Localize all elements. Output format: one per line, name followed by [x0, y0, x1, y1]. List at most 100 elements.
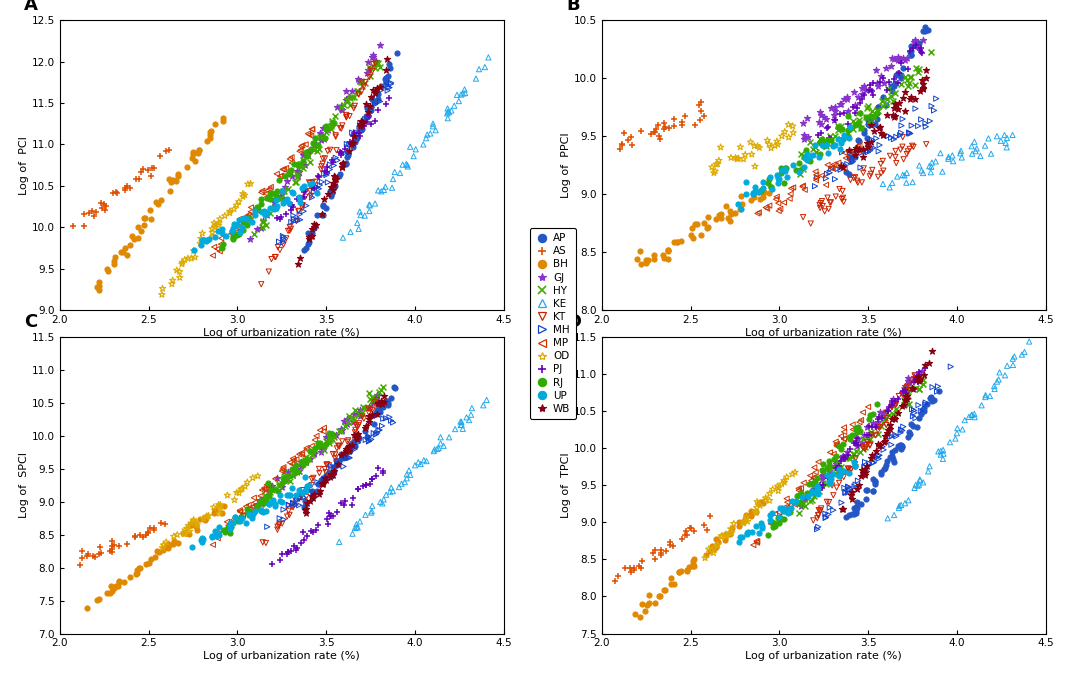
Point	[370, 185, 387, 195]
Point	[835, 133, 852, 144]
Point	[747, 507, 764, 518]
Point	[442, 105, 460, 116]
Point	[896, 394, 914, 405]
Point	[765, 518, 783, 528]
Point	[898, 385, 915, 396]
Point	[857, 442, 875, 453]
Point	[637, 255, 655, 266]
Point	[879, 406, 896, 417]
Point	[278, 233, 295, 244]
Point	[279, 193, 296, 204]
Point	[362, 394, 379, 404]
Point	[312, 474, 330, 485]
Point	[219, 522, 236, 532]
Point	[353, 117, 371, 127]
Point	[334, 105, 351, 116]
Point	[268, 202, 285, 213]
Point	[847, 502, 864, 513]
Point	[363, 392, 380, 403]
Point	[204, 539, 221, 550]
Point	[261, 203, 279, 214]
Point	[224, 518, 242, 528]
Point	[272, 212, 289, 222]
Point	[829, 466, 847, 477]
Point	[902, 429, 919, 439]
Point	[321, 466, 338, 477]
Point	[730, 520, 747, 531]
Point	[333, 123, 350, 134]
Point	[734, 531, 751, 542]
Point	[317, 153, 334, 164]
Point	[286, 462, 304, 472]
Point	[274, 482, 292, 493]
Point	[620, 135, 637, 146]
Point	[911, 367, 928, 377]
Point	[732, 204, 749, 214]
Point	[253, 279, 270, 290]
Point	[748, 506, 765, 517]
Point	[324, 470, 341, 481]
Point	[142, 171, 159, 181]
Point	[766, 140, 784, 151]
Point	[307, 177, 324, 187]
Point	[909, 372, 927, 383]
Point	[234, 188, 251, 199]
Point	[900, 495, 917, 506]
Point	[864, 78, 881, 89]
Point	[302, 526, 320, 537]
Point	[830, 461, 848, 472]
Point	[863, 450, 880, 461]
Point	[192, 233, 209, 244]
Point	[875, 444, 892, 455]
Point	[332, 168, 349, 179]
Point	[287, 460, 305, 470]
Point	[866, 477, 883, 487]
Point	[295, 192, 312, 203]
Point	[270, 237, 287, 247]
Point	[848, 508, 865, 519]
Point	[374, 498, 391, 509]
Point	[686, 119, 704, 130]
Point	[813, 170, 830, 181]
Point	[883, 413, 901, 424]
Point	[870, 123, 888, 133]
Point	[719, 213, 736, 224]
Point	[712, 532, 730, 543]
Point	[855, 163, 873, 174]
Point	[369, 390, 386, 401]
Point	[109, 581, 127, 592]
Point	[351, 130, 369, 141]
Point	[181, 526, 198, 537]
Point	[309, 140, 326, 150]
Point	[915, 369, 932, 380]
Point	[889, 78, 906, 89]
Point	[849, 141, 866, 152]
Point	[835, 94, 852, 105]
Point	[351, 206, 369, 217]
Point	[861, 440, 878, 451]
Point	[721, 205, 738, 216]
Point	[809, 172, 826, 183]
Point	[349, 437, 366, 448]
Point	[223, 225, 241, 236]
Point	[428, 443, 446, 454]
Point	[363, 474, 380, 485]
Point	[887, 152, 904, 162]
Point	[257, 484, 274, 495]
Point	[315, 168, 333, 179]
Point	[270, 520, 287, 531]
Point	[103, 544, 120, 555]
Point	[827, 450, 844, 461]
Point	[850, 479, 867, 490]
Point	[899, 394, 916, 405]
Point	[206, 241, 223, 252]
Point	[810, 456, 827, 467]
Point	[305, 472, 322, 483]
Point	[764, 516, 782, 527]
Point	[784, 121, 801, 131]
Point	[840, 432, 857, 443]
Point	[896, 391, 914, 402]
Point	[308, 138, 325, 149]
Point	[875, 73, 892, 84]
Point	[116, 185, 133, 195]
